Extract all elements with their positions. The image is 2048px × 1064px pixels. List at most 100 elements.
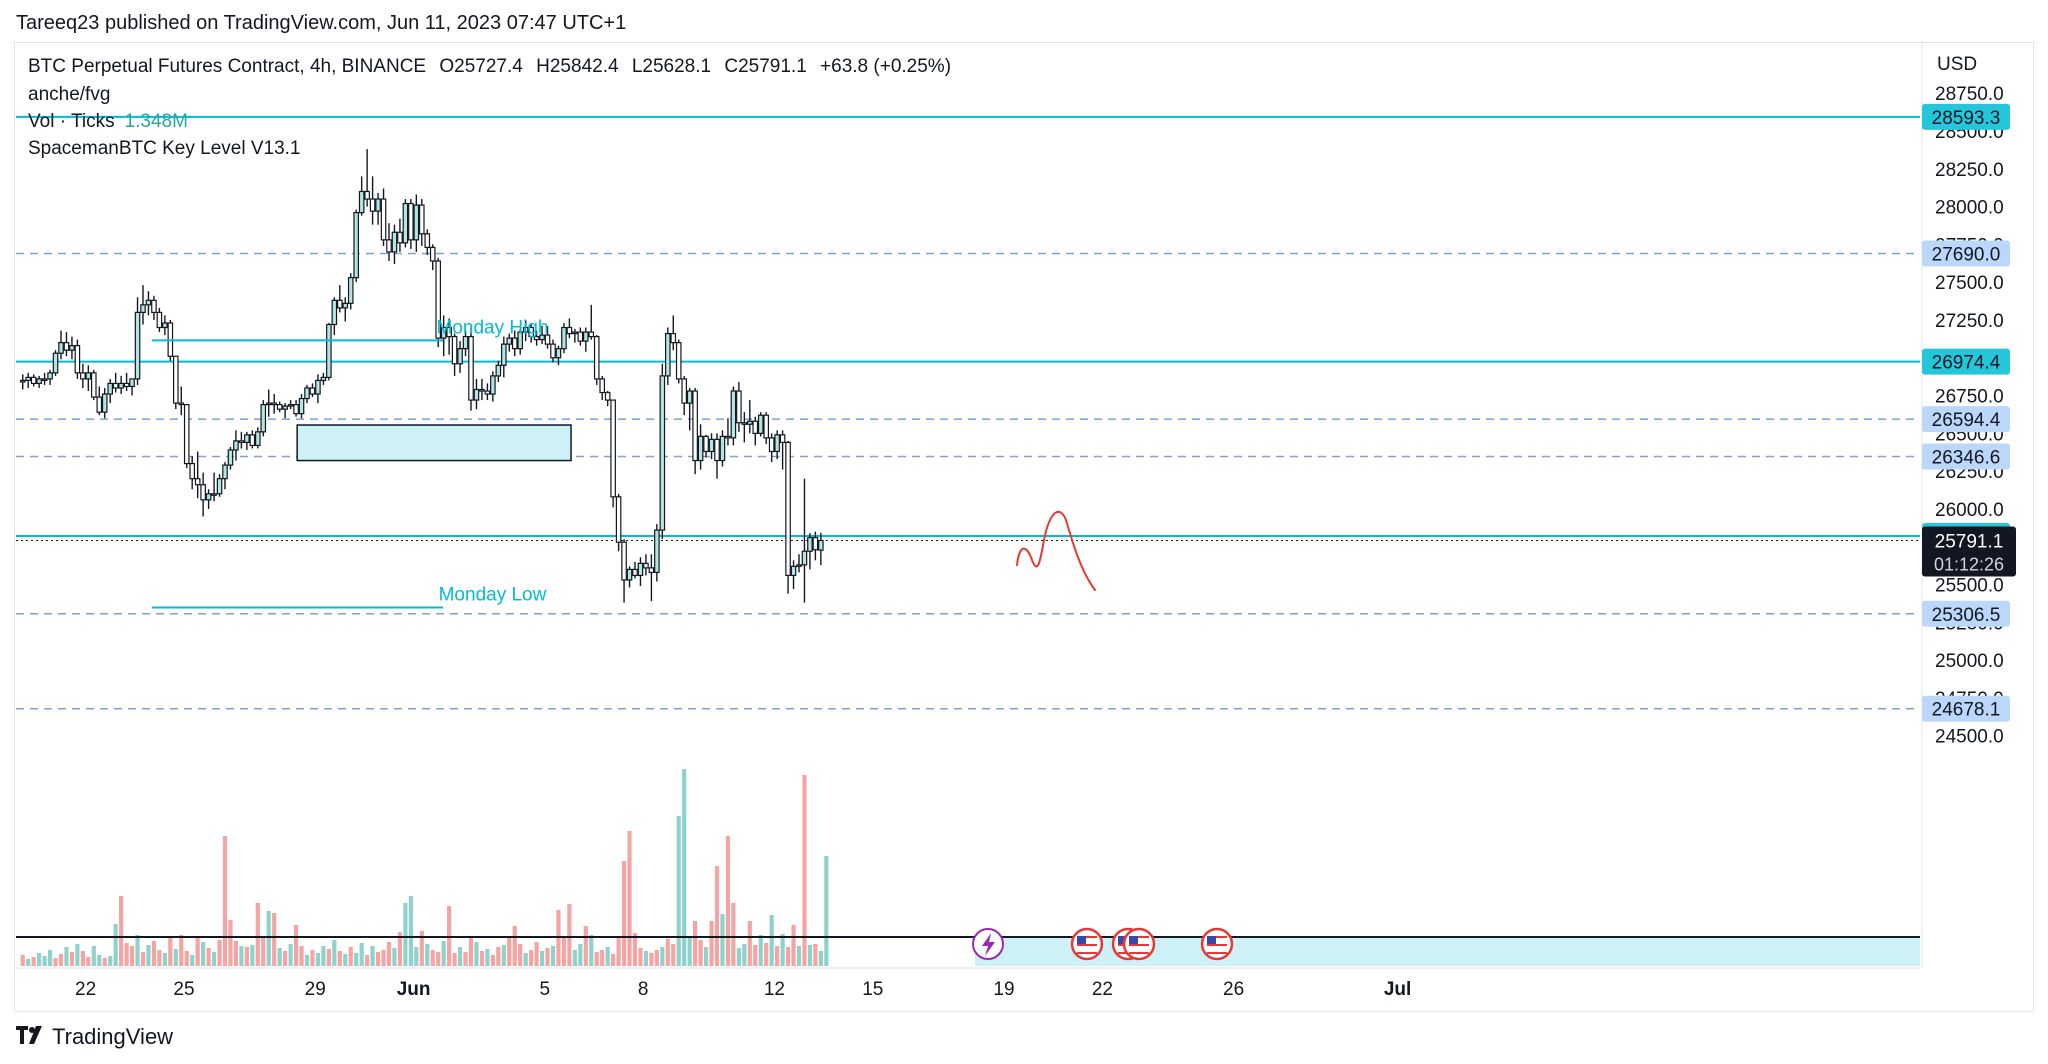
volume-bar xyxy=(687,936,692,966)
indicator-volume-legend[interactable]: Vol · Ticks 1.348M xyxy=(28,111,188,133)
fvg-zone[interactable] xyxy=(296,424,572,462)
current-price-badge[interactable] xyxy=(1922,526,2016,577)
level-badge[interactable] xyxy=(1922,240,2010,267)
candle-down xyxy=(276,404,283,410)
candle-up xyxy=(331,299,338,326)
candle-down xyxy=(675,342,682,380)
current-price-label: 25791.1 xyxy=(1935,531,2004,552)
candle-down xyxy=(632,568,638,577)
volume-bar xyxy=(233,941,239,966)
candle-down xyxy=(419,204,425,235)
volume-bar xyxy=(403,903,408,966)
candle-up xyxy=(490,375,496,395)
level-badge[interactable] xyxy=(1922,103,2010,130)
candle-up xyxy=(41,378,48,382)
level-badge[interactable] xyxy=(1922,600,2010,627)
annotations[interactable]: Monday High Monday Low xyxy=(151,317,1096,609)
candle-down xyxy=(779,434,786,444)
candle-down xyxy=(96,396,103,413)
chart-frame[interactable] xyxy=(14,42,2034,1012)
volume-bar xyxy=(222,836,228,966)
volume-bar xyxy=(769,915,774,966)
volume-bar xyxy=(539,951,545,966)
candle-down xyxy=(63,342,70,351)
volume-bar xyxy=(151,941,157,966)
symbol-name[interactable]: BTC Perpetual Futures Contract, 4h, BINA… xyxy=(28,56,427,77)
volume-bar xyxy=(676,816,681,966)
volume-bar xyxy=(326,949,331,966)
volume-bar xyxy=(375,952,381,966)
candle-up xyxy=(326,323,332,379)
candle-down xyxy=(812,537,819,551)
candle-down xyxy=(714,438,720,462)
volume-bar xyxy=(206,948,211,966)
candle-down xyxy=(424,233,431,248)
level-badge[interactable] xyxy=(1922,695,2010,722)
volume-bar xyxy=(512,926,517,966)
time-tick-label: 5 xyxy=(540,979,551,1000)
time-axis[interactable]: 22 25 29 Jun 5 8 12 15 19 22 26 Jul xyxy=(16,967,1920,1000)
volume-bar xyxy=(545,948,550,966)
us-flag-icon[interactable] xyxy=(1200,927,1234,961)
candle-up xyxy=(637,562,644,577)
candle-up xyxy=(25,376,32,382)
volume-bar xyxy=(518,944,523,966)
candle-down xyxy=(736,390,742,424)
level-badge[interactable] xyxy=(1922,348,2010,375)
candle-down xyxy=(593,335,600,380)
candle-up xyxy=(347,277,354,304)
candle-up xyxy=(342,302,349,309)
level-badge[interactable] xyxy=(1922,443,2010,470)
candle-up xyxy=(697,435,704,462)
volume-bar xyxy=(250,945,255,966)
us-flag-icon[interactable] xyxy=(1122,927,1156,961)
time-tick-label: 15 xyxy=(862,979,883,1000)
volume-bar xyxy=(501,945,506,966)
volume-bar xyxy=(621,861,627,966)
level-lines xyxy=(16,115,1920,710)
volume-bar xyxy=(671,944,676,966)
candle-up xyxy=(774,434,780,453)
indicator-keylevel-legend[interactable]: SpacemanBTC Key Level V13.1 xyxy=(28,138,301,159)
volume-bar xyxy=(457,947,463,966)
candle-down xyxy=(369,198,376,212)
volume-bar xyxy=(168,938,173,966)
volume-bar xyxy=(698,940,703,966)
volume-bar xyxy=(162,953,167,966)
drawn-projection-path[interactable] xyxy=(1016,510,1096,591)
volume-bar xyxy=(113,924,118,966)
candle-down xyxy=(293,404,299,415)
candle-up xyxy=(358,190,365,214)
candle-up xyxy=(244,434,250,444)
candle-down xyxy=(528,326,534,338)
level-badge-label: 26594.4 xyxy=(1932,410,2001,431)
tradingview-logo[interactable]: TradingView xyxy=(16,1024,173,1050)
candle-up xyxy=(506,337,513,345)
volume-bar xyxy=(414,947,419,966)
candle-down xyxy=(183,404,190,465)
price-axis[interactable]: USD28750.028500.028250.028000.027750.027… xyxy=(1921,42,2016,968)
level-badge[interactable] xyxy=(1922,406,2010,433)
volume-bar xyxy=(654,950,659,966)
indicator-fvg-legend[interactable]: anche/fvg xyxy=(28,84,111,105)
symbol-legend: BTC Perpetual Futures Contract, 4h, BINA… xyxy=(28,56,951,78)
candle-down xyxy=(615,496,622,543)
time-tick-label: 29 xyxy=(305,979,326,1000)
candle-up xyxy=(134,311,141,380)
lightning-icon[interactable] xyxy=(972,928,1004,960)
candles xyxy=(19,149,824,603)
candle-down xyxy=(337,299,343,309)
currency-label[interactable]: USD xyxy=(1937,54,1977,75)
candle-up xyxy=(517,331,524,350)
candle-down xyxy=(271,402,278,406)
volume-bar xyxy=(419,931,424,966)
volume-bar xyxy=(283,951,288,966)
candle-down xyxy=(74,345,81,374)
event-strip[interactable] xyxy=(16,927,1920,966)
candle-up xyxy=(353,212,360,279)
fvg-rectangle[interactable] xyxy=(296,424,572,462)
us-flag-icon[interactable] xyxy=(1070,927,1104,961)
volume-bar xyxy=(703,947,709,966)
volume-bar xyxy=(173,949,178,966)
